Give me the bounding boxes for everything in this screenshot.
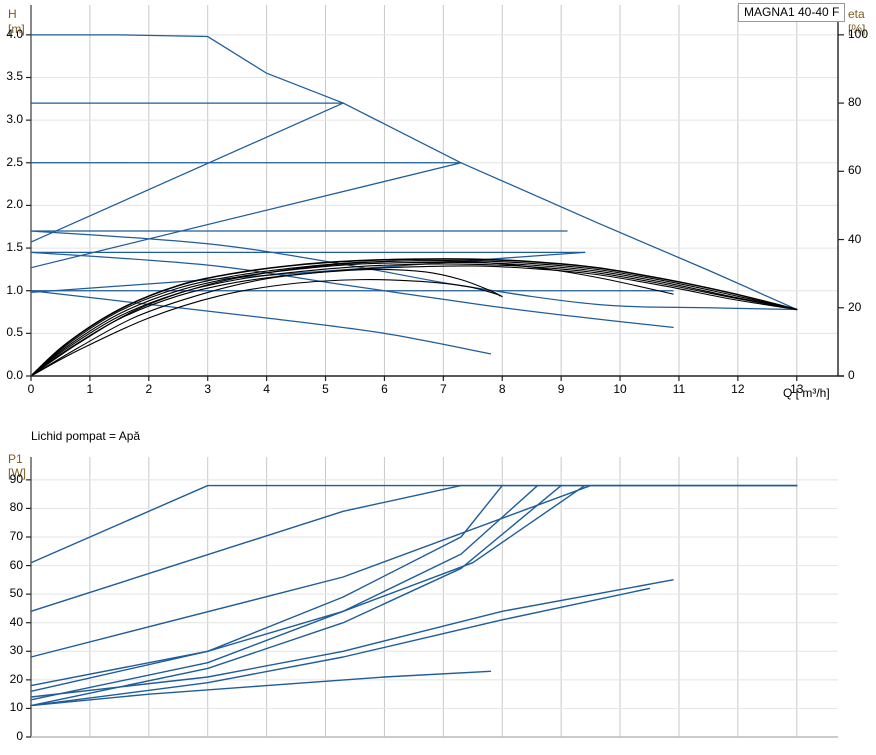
y-tick-label: 0.5 [6, 325, 23, 340]
curve-power-7 [30, 587, 651, 707]
curve-efficiency-partial-a [30, 260, 674, 377]
y-tick-label: 30 [9, 643, 23, 658]
curve-efficiency-partial-b [30, 268, 503, 377]
y-tick-label: 90 [9, 471, 23, 486]
tick-label: 40 [848, 231, 862, 246]
tick-label: 9 [557, 382, 565, 396]
h-axis-name: H [8, 7, 17, 21]
curve-efficiency-5 [30, 265, 798, 377]
curve-power-4 [30, 484, 503, 692]
y-tick-label: 50 [9, 586, 23, 601]
y-tick-label: 3.0 [6, 112, 23, 127]
tick-label: 2 [145, 382, 153, 396]
y-tick-label: 20 [9, 671, 23, 686]
tick-label: 7 [439, 382, 447, 396]
y-tick-label: 1.0 [6, 282, 23, 297]
tick-label: 5 [322, 382, 329, 396]
curve-system-curve-c [30, 290, 492, 355]
curve-efficiency-max [30, 258, 798, 377]
y-tick-label: 3.5 [6, 69, 23, 84]
curve-efficiency-3 [30, 261, 798, 377]
y-tick-label: 10 [9, 700, 23, 715]
curve-proportional-mid [30, 162, 462, 269]
tick-label: 0 [27, 382, 35, 396]
y-tick-label: 60 [9, 557, 23, 572]
y-tick-label: 80 [9, 500, 23, 515]
tick-label: 6 [381, 382, 388, 396]
h-axis-unit: [m] [8, 22, 25, 36]
tick-label: 80 [848, 95, 862, 110]
y-tick-label: 2.0 [6, 197, 23, 212]
p1-axis-name: P1 [8, 452, 23, 466]
curve-power-9 [30, 484, 562, 707]
tick-label: 8 [498, 382, 506, 396]
curve-efficiency-4 [30, 263, 798, 377]
tick-label: 10 [613, 382, 627, 396]
tick-label: 1 [86, 382, 94, 396]
tick-label: 3 [204, 382, 212, 396]
chart-title-box: MAGNA1 40-40 F [738, 3, 846, 22]
note-liquid: Lichid pompat = Apă [31, 429, 141, 443]
eta-axis-name: eta [848, 7, 865, 21]
curve-proportional-upper [30, 102, 344, 243]
curve-system-curve-b [30, 251, 674, 329]
y-tick-label: 0.0 [6, 368, 23, 382]
tick-label: 0 [848, 368, 855, 382]
curve-power-6 [30, 579, 674, 698]
tick-label: 12 [731, 382, 745, 396]
curve-efficiency-partial-c [30, 278, 501, 377]
tick-label: 20 [848, 299, 862, 314]
eta-axis-unit: [%] [848, 22, 866, 36]
y-tick-label: 0 [16, 729, 23, 743]
y-tick-label: 40 [9, 614, 23, 629]
tick-label: 13 [790, 382, 804, 396]
tick-label: 100 [848, 26, 869, 41]
y-tick-label: 2.5 [6, 154, 23, 169]
y-tick-label: 1.5 [6, 240, 23, 255]
tick-label: 4 [263, 382, 270, 396]
p1-axis-unit: [W] [8, 466, 26, 480]
y-tick-label: 70 [9, 529, 23, 543]
head-curve-chart [26, 5, 844, 381]
curve-power-8 [30, 670, 492, 707]
curve-power-10 [30, 484, 586, 687]
y-tick-label: 4.0 [6, 26, 23, 41]
q-axis-label: Q [ m³/h] [783, 386, 830, 400]
curve-power-3 [30, 484, 798, 658]
tick-label: 60 [848, 163, 862, 178]
power-curve-chart [26, 457, 838, 738]
tick-label: 11 [672, 382, 686, 396]
